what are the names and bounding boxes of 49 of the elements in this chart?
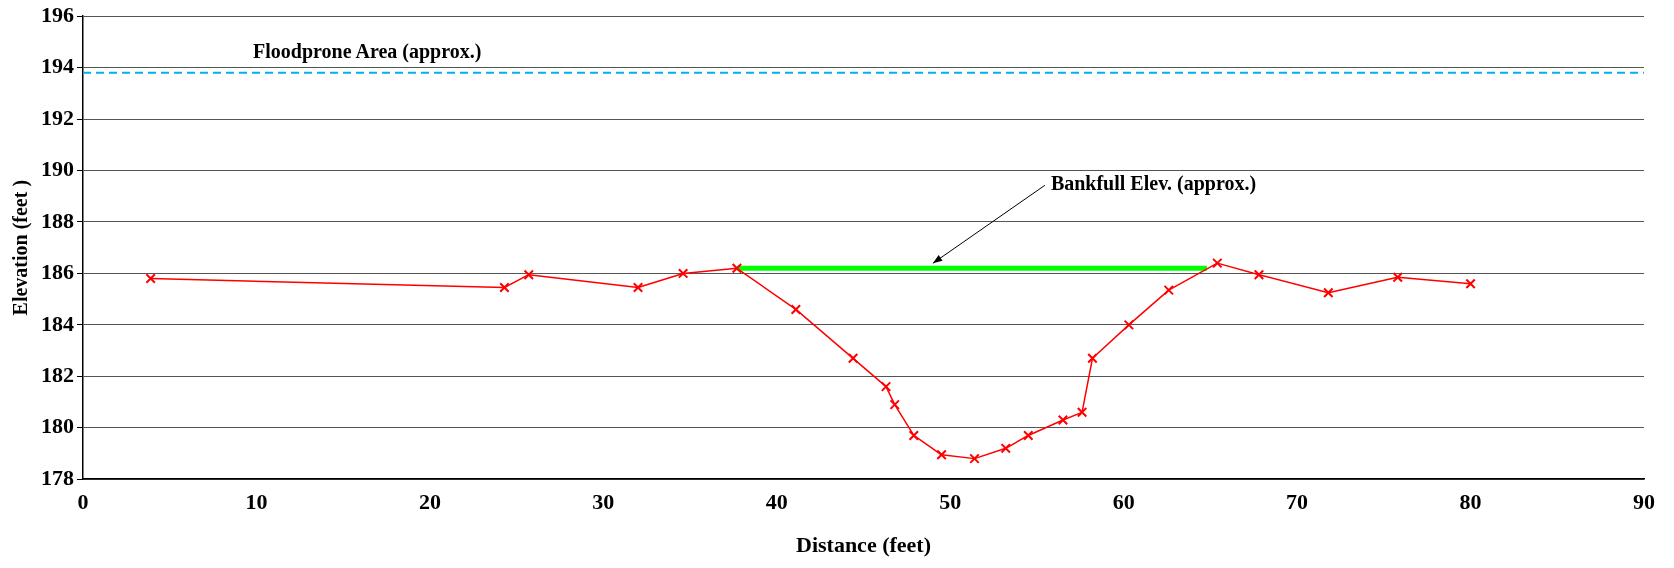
point [969, 453, 980, 464]
y-tick-label: 182 [41, 362, 74, 387]
point [1057, 414, 1069, 426]
point [908, 430, 920, 441]
y-axis-title: Elevation (feet ) [9, 179, 33, 316]
y-tick-label: 184 [41, 310, 74, 336]
point [936, 449, 947, 461]
y-tick-label: 180 [41, 413, 74, 439]
y-tick-label: 190 [41, 156, 74, 182]
x-tick-label: 70 [1286, 489, 1309, 515]
point [1123, 319, 1135, 331]
x-tick-label: 20 [418, 489, 441, 515]
x-tick-label: 40 [765, 489, 788, 515]
y-tick-label: 186 [41, 259, 74, 285]
point [1392, 272, 1403, 283]
point [1212, 257, 1223, 269]
point [889, 399, 900, 410]
point [145, 273, 156, 284]
x-tick-label: 90 [1633, 489, 1655, 515]
point [1253, 269, 1265, 280]
x-tick-label: 50 [939, 489, 962, 515]
y-tick-label: 196 [41, 1, 74, 27]
x-axis-title: Distance (feet) [796, 532, 931, 558]
point [1076, 407, 1088, 418]
point [1023, 430, 1034, 441]
point [1163, 284, 1175, 296]
point [790, 304, 802, 315]
y-tick-label: 188 [41, 207, 74, 233]
point [523, 269, 534, 280]
x-tick-label: 60 [1112, 489, 1135, 515]
point [632, 282, 644, 293]
x-tick-label: 80 [1459, 489, 1482, 515]
y-tick-label: 192 [41, 104, 74, 130]
ref-line-label: Floodprone Area (approx.) [253, 39, 482, 63]
point [1323, 287, 1334, 298]
point [880, 381, 892, 392]
x-tick-label: 0 [77, 489, 89, 515]
point [847, 353, 859, 364]
y-tick-label: 194 [41, 53, 74, 79]
point [677, 268, 689, 279]
point [1000, 443, 1011, 454]
y-tick-label: 178 [41, 464, 74, 490]
x-tick-label: 30 [592, 489, 615, 515]
annotation: Bankfull Elev. (approx.) [1050, 172, 1257, 196]
point [1465, 278, 1476, 289]
point [499, 282, 510, 293]
point [731, 263, 743, 274]
point [1087, 353, 1098, 364]
x-tick-label: 10 [245, 489, 268, 515]
